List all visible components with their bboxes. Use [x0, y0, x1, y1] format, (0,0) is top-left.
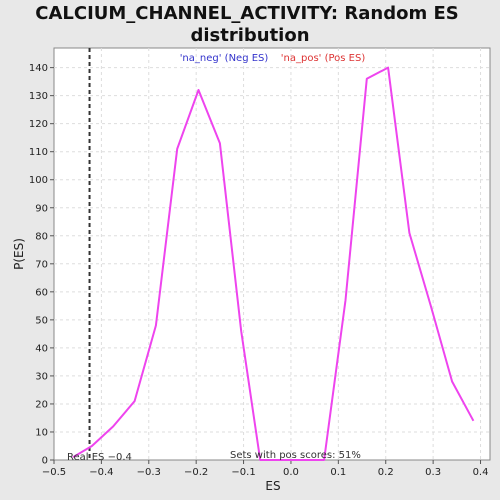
y-tick-label: 90	[35, 203, 48, 214]
y-tick-label: 100	[29, 175, 48, 186]
plot-area	[53, 47, 491, 461]
y-tick-label: 40	[35, 343, 48, 354]
x-axis-label: ES	[265, 479, 280, 493]
x-tick-label: −0.5	[42, 467, 66, 478]
y-tick-label: 70	[35, 259, 48, 270]
chart-title-line2: distribution	[190, 25, 309, 46]
y-tick-label: 10	[35, 427, 48, 438]
y-tick-label: 50	[35, 315, 48, 326]
x-tick-label: 0.2	[378, 467, 394, 478]
y-tick-label: 140	[29, 63, 48, 74]
legend-pos: 'na_pos' (Pos ES)	[281, 53, 366, 64]
y-axis-label: P(ES)	[12, 238, 26, 270]
y-tick-label: 130	[29, 91, 48, 102]
x-tick-label: 0.0	[283, 467, 299, 478]
x-axis-ticks: −0.5 −0.4 −0.3 −0.2 −0.1 0.0 0.1 0.2 0.3 0.4	[42, 460, 489, 478]
grid	[54, 48, 490, 460]
x-tick-label: −0.2	[184, 467, 208, 478]
x-tick-label: 0.4	[473, 467, 489, 478]
x-tick-label: −0.3	[137, 467, 161, 478]
x-tick-label: −0.1	[231, 467, 255, 478]
real-es-label: Real ES −0.4	[67, 452, 132, 463]
y-tick-label: 120	[29, 119, 48, 130]
pos-score-annotation: Sets with pos scores: 51%	[230, 450, 361, 461]
y-tick-label: 20	[35, 399, 48, 410]
y-tick-label: 60	[35, 287, 48, 298]
x-tick-label: 0.1	[330, 467, 346, 478]
y-tick-label: 30	[35, 371, 48, 382]
y-axis-ticks: 0 10 20 30 40 50 60 70 80 90 100 110 120 130 140	[29, 63, 54, 467]
x-tick-label: −0.4	[89, 467, 113, 478]
legend-neg: 'na_neg' (Neg ES)	[180, 53, 269, 64]
y-tick-label: 0	[42, 456, 48, 467]
series-line	[72, 66, 475, 461]
chart-title-line1: CALCIUM_CHANNEL_ACTIVITY: Random ES	[35, 3, 458, 24]
y-tick-label: 80	[35, 231, 48, 242]
y-tick-label: 110	[29, 147, 48, 158]
x-tick-label: 0.3	[425, 467, 441, 478]
